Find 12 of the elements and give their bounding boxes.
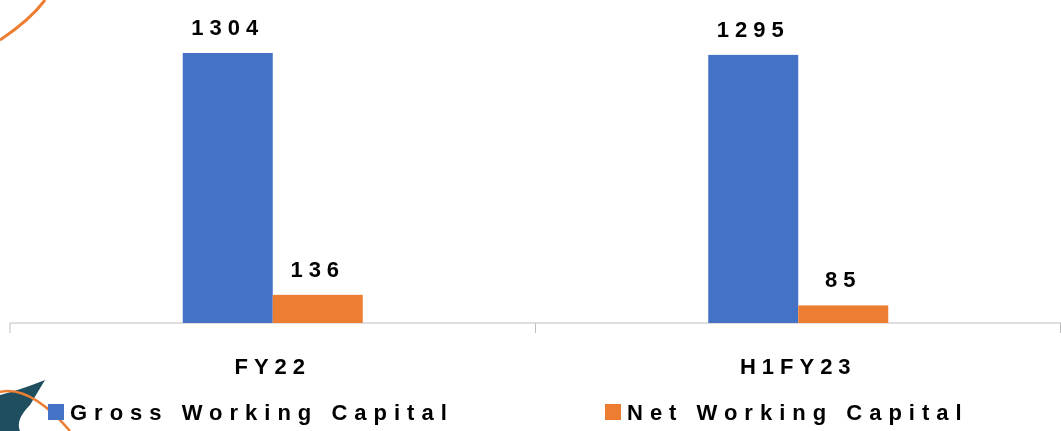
data-label: 1295 [716,16,790,42]
data-label: 85 [825,267,862,293]
data-label: 136 [290,256,346,282]
bar [798,305,889,323]
x-tick-label: FY22 [234,354,312,379]
x-tick-label: H1FY23 [739,354,857,379]
legend-label: Gross Working Capital [70,400,454,425]
data-label: 1304 [191,15,265,40]
bar [708,54,799,323]
bar [182,53,273,323]
bar [272,294,363,323]
legend-label: Net Working Capital [627,400,969,425]
